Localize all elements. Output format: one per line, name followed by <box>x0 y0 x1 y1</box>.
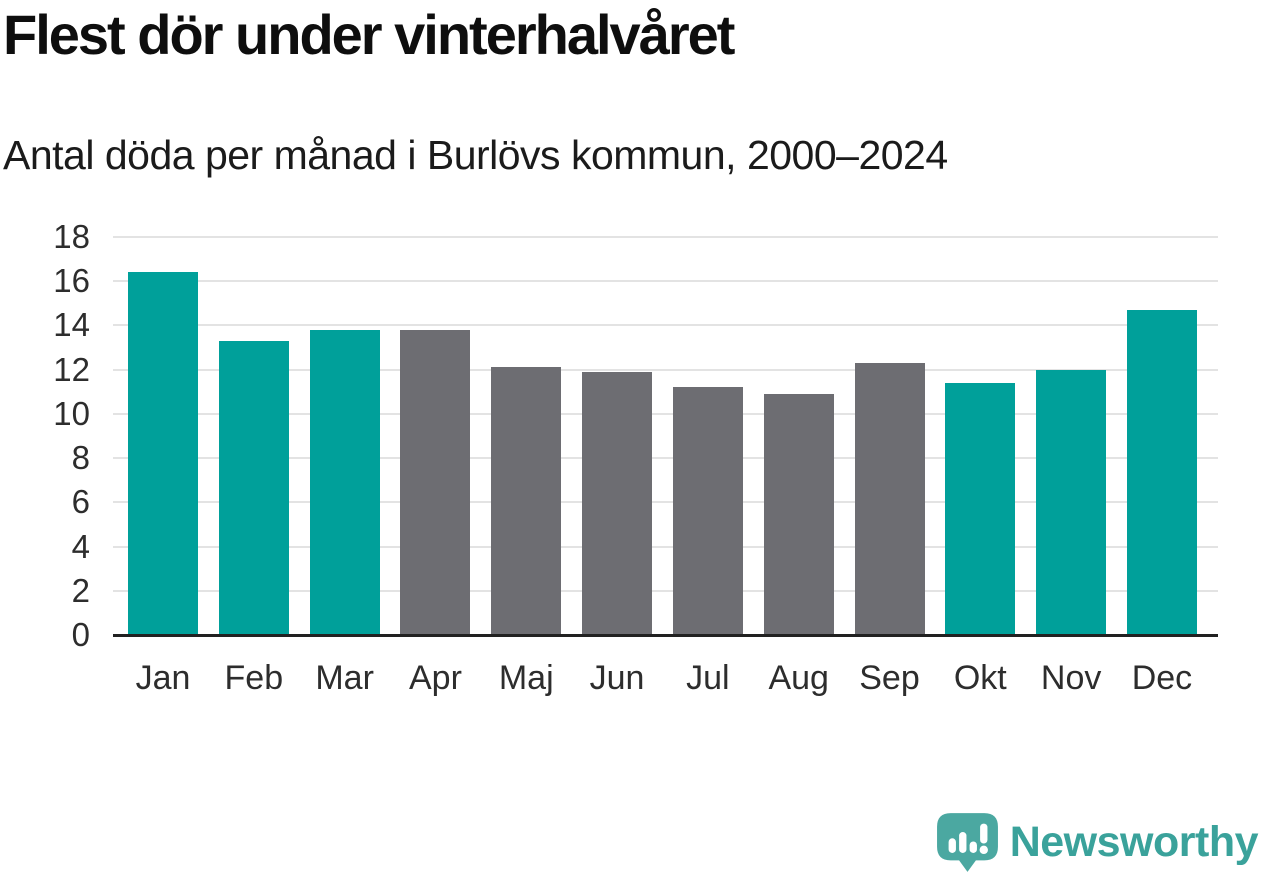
bar-jul <box>672 387 743 635</box>
bar-column: Aug <box>763 237 834 697</box>
bar-apr <box>400 329 471 635</box>
newsworthy-speech-bubble-bar-chart-icon <box>936 813 998 872</box>
bar-maj <box>491 367 562 635</box>
bar-dec <box>1126 309 1197 635</box>
bar-column: Maj <box>491 237 562 697</box>
gridline <box>113 412 1218 415</box>
bar-column: Jul <box>672 237 743 697</box>
x-tick-label: Feb <box>224 659 284 697</box>
y-tick-label: 4 <box>71 527 90 565</box>
x-tick-label: Mar <box>315 659 374 697</box>
plot-area: Jan Feb Mar Apr Maj Jun Jul Aug Sep Okt Nov Dec <box>113 236 1218 697</box>
bar-chart: 0 2 4 6 8 10 12 14 16 18 Jan Feb Mar Apr Maj Jun Jul Aug… <box>0 220 1262 697</box>
x-tick-label: Jul <box>686 659 730 697</box>
bar-column: Nov <box>1036 237 1107 697</box>
bar-jun <box>582 371 653 635</box>
bar-columns: Jan Feb Mar Apr Maj Jun Jul Aug Sep Okt Nov Dec <box>128 237 1197 697</box>
bar-aug <box>763 394 834 635</box>
x-tick-label: Nov <box>1040 659 1102 697</box>
bar-column: Jun <box>582 237 653 697</box>
gridline <box>113 280 1218 283</box>
x-tick-label: Sep <box>859 659 920 697</box>
x-tick-label: Apr <box>408 659 462 697</box>
gridline <box>113 589 1218 592</box>
gridline <box>113 501 1218 504</box>
bar-jan <box>128 272 198 635</box>
bar-column: Jan <box>128 237 198 697</box>
gridline <box>113 324 1218 327</box>
gridline <box>113 545 1218 548</box>
y-tick-label: 6 <box>71 483 90 521</box>
x-tick-label: Maj <box>498 659 554 697</box>
bar-mar <box>309 329 380 635</box>
gridline <box>113 457 1218 460</box>
y-tick-label: 10 <box>53 394 90 432</box>
newsworthy-logo: Newsworthy <box>936 812 1259 873</box>
y-tick-label: 8 <box>71 439 90 477</box>
x-axis-line <box>113 634 1218 637</box>
x-tick-label: Okt <box>953 659 1007 697</box>
bar-column: Okt <box>945 237 1016 697</box>
x-tick-label: Jun <box>589 659 645 697</box>
bar-column: Feb <box>218 237 289 697</box>
x-tick-label: Dec <box>1131 659 1193 697</box>
chart-subtitle: Antal döda per månad i Burlövs kommun, 2… <box>3 132 948 178</box>
y-tick-label: 14 <box>53 306 90 344</box>
bar-okt <box>945 382 1016 635</box>
y-axis: 0 2 4 6 8 10 12 14 16 18 <box>0 220 90 652</box>
newsworthy-logo-text: Newsworthy <box>1009 818 1259 866</box>
chart-title: Flest dör under vinterhalvåret <box>3 3 735 66</box>
bar-nov <box>1036 369 1107 635</box>
bar-column: Dec <box>1126 237 1197 697</box>
x-tick-label: Jan <box>135 659 191 697</box>
bar-feb <box>218 340 289 635</box>
y-tick-label: 18 <box>53 218 90 255</box>
y-tick-label: 16 <box>53 262 90 300</box>
y-tick-label: 0 <box>71 616 90 653</box>
bar-column: Mar <box>309 237 380 697</box>
y-tick-label: 2 <box>71 571 90 609</box>
bar-column: Apr <box>400 237 471 697</box>
y-tick-label: 12 <box>53 350 90 388</box>
x-tick-label: Aug <box>768 659 829 697</box>
gridline <box>113 236 1218 238</box>
bar-sep <box>854 363 925 635</box>
bar-column: Sep <box>854 237 925 697</box>
gridline <box>113 368 1218 371</box>
